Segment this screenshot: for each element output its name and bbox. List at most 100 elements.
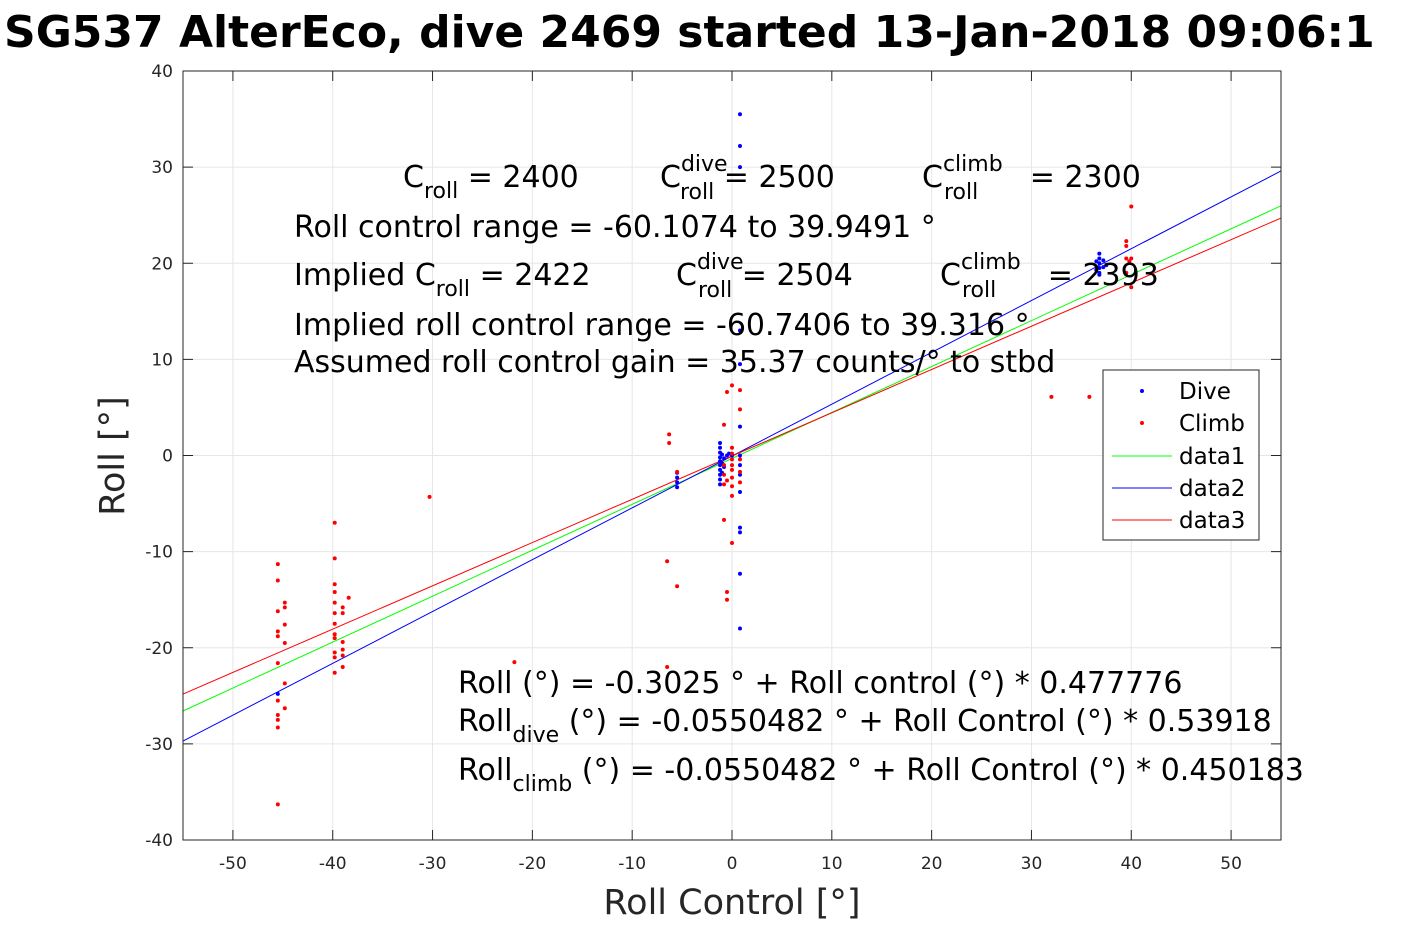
y-tick-label: 40 [151,62,173,82]
point-dive [737,530,742,535]
point-climb [1087,394,1092,399]
point-climb [340,647,345,652]
assumed-roll-control-gain: Assumed roll control gain = 35.37 counts… [294,345,1055,380]
y-tick-label: 30 [151,158,173,178]
point-climb [332,655,337,660]
point-climb [725,390,730,395]
point-climb [730,493,734,498]
point-climb [282,622,287,627]
legend-label-data3: data3 [1179,508,1245,534]
x-tick-label: -20 [518,854,546,874]
point-climb [722,482,727,487]
point-climb [282,600,287,605]
point-climb [340,605,345,610]
point-climb [730,475,734,480]
point-climb [340,664,345,669]
point-climb [722,517,727,522]
point-climb [1127,259,1132,264]
annotations: Croll = 2400 Cdive roll = 2500 Cclimb roll… [294,152,1304,797]
fit-all-equation: Roll (°) = -0.3025 ° + Roll control (°) … [458,666,1182,701]
point-dive [718,477,723,482]
x-tick-label: 50 [1220,854,1242,874]
c-roll-dive-annotation: Cdive roll = 2500 [660,152,835,205]
y-tick-label: -40 [145,831,173,851]
point-climb [722,472,727,477]
point-climb [1129,204,1134,209]
legend-label-data2: data2 [1179,476,1245,502]
x-axis-label: Roll Control [°] [603,883,860,923]
x-tick-label: 0 [727,854,738,874]
point-climb [1124,256,1129,261]
point-climb [722,422,727,427]
point-dive [727,451,732,456]
point-climb [665,664,670,669]
implied-roll-control-range: Implied roll control range = -60.7406 to… [294,308,1030,343]
point-climb [667,432,672,437]
point-climb [1124,270,1129,275]
point-climb [722,463,727,468]
point-dive [1101,258,1106,263]
point-climb [275,562,280,567]
implied-c-roll-annotation: Implied Croll = 2422 [294,258,591,302]
legend-marker-dive [1140,389,1144,393]
point-climb [332,520,337,525]
point-climb [275,725,280,730]
y-tick-label: 10 [151,350,173,370]
point-climb [730,457,734,462]
point-dive [737,424,742,429]
point-climb [730,445,734,450]
x-tick-label: 20 [921,854,943,874]
point-climb [730,451,734,456]
point-dive [1097,272,1102,277]
point-climb [275,713,280,718]
point-dive [737,362,742,367]
point-dive [675,480,680,485]
point-climb [730,383,734,388]
point-climb [737,469,742,474]
point-climb [275,717,280,722]
point-climb [1129,285,1134,290]
point-climb [512,660,517,665]
point-dive [1097,256,1102,261]
point-climb [730,484,734,489]
point-climb [340,653,345,658]
point-climb [282,605,287,610]
point-climb [737,457,742,462]
point-climb [725,478,730,483]
point-dive [718,467,723,472]
point-climb [275,802,280,807]
point-dive [1094,259,1099,264]
point-climb [332,670,337,675]
point-climb [275,698,280,703]
x-tick-label: -50 [219,854,247,874]
point-dive [737,490,742,495]
point-dive [718,441,723,446]
point-climb [1124,243,1129,248]
point-climb [346,595,351,600]
point-dive [737,165,742,170]
point-dive [720,452,725,457]
point-climb [725,597,730,602]
point-climb [332,632,337,637]
data-points [275,112,1134,807]
y-tick-label: 0 [162,447,173,467]
point-dive [737,571,742,576]
point-dive [1097,261,1102,266]
c-roll-annotation: Croll = 2400 [403,160,579,204]
c-roll-climb-annotation: Cclimb roll = 2300 [922,152,1141,205]
point-climb [730,540,734,545]
point-climb [730,463,734,468]
x-tick-label: 10 [821,854,843,874]
point-dive [737,525,742,530]
point-climb [282,681,287,686]
legend-label-data1: data1 [1179,444,1245,470]
y-tick-label: -30 [145,735,173,755]
point-dive [718,482,723,487]
chart-title: SG537 AlterEco, dive 2469 started 13-Jan… [4,7,1375,58]
point-dive [1104,263,1109,268]
point-climb [675,469,680,474]
point-climb [275,578,280,583]
point-climb [725,589,730,594]
point-dive [737,472,742,477]
